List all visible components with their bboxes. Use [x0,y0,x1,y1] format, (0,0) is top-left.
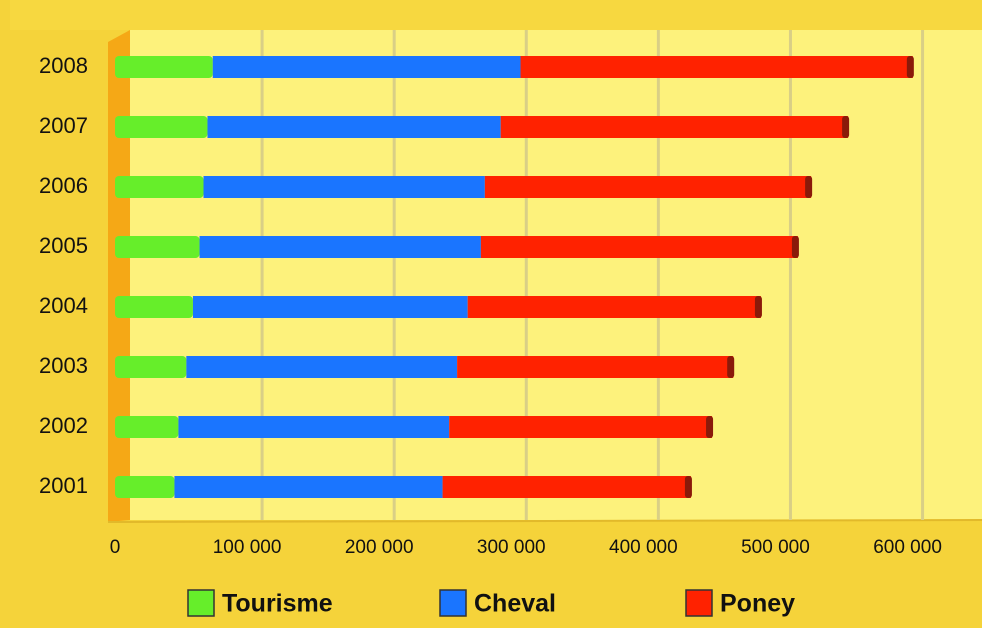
x-tick-label: 300 000 [477,537,546,558]
y-tick-label: 2006 [39,173,88,198]
left-wall [108,30,130,522]
legend-swatch [439,589,467,617]
y-tick-label: 2005 [39,233,88,258]
legend-swatch [187,589,215,617]
bar-segment [203,176,485,198]
bar-segment [115,56,213,78]
bar-segment [115,356,187,378]
bar-segment [115,296,193,318]
y-tick-label: 2004 [39,293,88,318]
header-band [10,0,982,30]
bar-segment [115,236,200,258]
bar-segment [484,176,812,198]
bar-segment [449,416,713,438]
x-tick-label: 400 000 [609,537,678,558]
legend-label: Cheval [474,590,556,618]
floor [107,519,982,523]
bar-end-cap [805,176,813,198]
bar-end-cap [727,356,735,378]
legend-swatch [685,589,713,617]
bar-end-cap [754,296,762,318]
bar-segment [457,356,734,378]
bar-segment [480,236,798,258]
bar-segment [500,116,849,138]
bar-segment [115,416,179,438]
bar-segment [467,296,761,318]
bar-segment [192,296,468,318]
y-tick-label: 2001 [39,473,88,498]
bar-segment [115,116,208,138]
bar-segment [199,236,481,258]
y-tick-label: 2003 [39,353,88,378]
bar-segment [207,116,501,138]
bar-end-cap [684,476,692,498]
x-tick-label: 500 000 [741,537,810,558]
bar-end-cap [842,116,850,138]
bar-end-cap [706,416,714,438]
bar-segment [115,476,175,498]
x-tick-label: 600 000 [873,537,942,558]
plot-area [130,30,982,520]
y-tick-label: 2008 [39,53,88,78]
bar-segment [174,476,443,498]
bar-segment [186,356,458,378]
bar-segment [115,176,204,198]
bar-end-cap [791,236,799,258]
x-tick-label: 200 000 [345,537,414,558]
bar-segment [520,56,913,78]
x-tick-label: 0 [110,537,121,558]
x-tick-label: 100 000 [213,537,282,558]
bar-end-cap [906,56,914,78]
bar-segment [212,56,521,78]
bar-segment [442,476,691,498]
legend-label: Poney [720,590,795,618]
y-tick-label: 2002 [39,413,88,438]
bar-segment [178,416,450,438]
y-tick-label: 2007 [39,113,88,138]
legend-label: Tourisme [222,590,333,618]
